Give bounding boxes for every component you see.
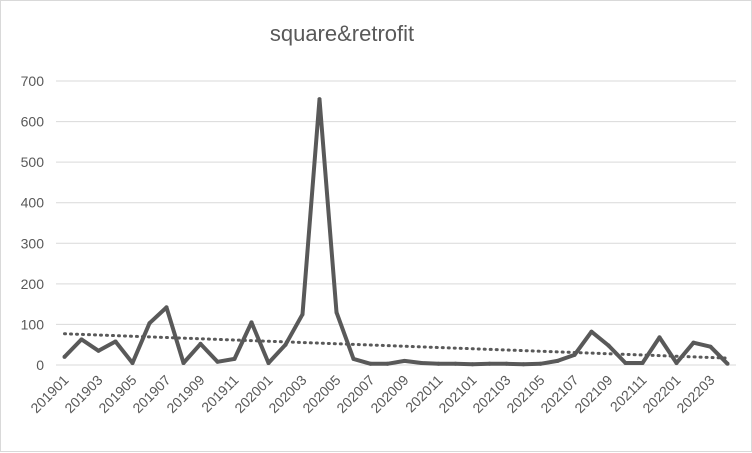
data-point (283, 342, 288, 347)
trendline (63, 332, 729, 360)
data-point (232, 356, 237, 361)
y-tick-label: 100 (21, 316, 45, 332)
data-point (113, 339, 118, 344)
data-point (725, 361, 730, 366)
data-point (436, 361, 441, 366)
data-point (589, 329, 594, 334)
data-point (453, 361, 458, 366)
data-point (572, 352, 577, 357)
y-tick-label: 600 (21, 114, 45, 130)
data-point (623, 360, 628, 365)
data-point (96, 348, 101, 353)
data-point (351, 356, 356, 361)
data-point (79, 337, 84, 342)
data-point (317, 97, 322, 102)
data-point (691, 340, 696, 345)
data-point (402, 358, 407, 363)
x-tick-label: 202009 (367, 372, 411, 416)
data-point (470, 362, 475, 367)
x-tick-label: 201909 (163, 372, 207, 416)
data-point (164, 305, 169, 310)
data-point (538, 361, 543, 366)
y-tick-label: 400 (21, 195, 45, 211)
data-point (419, 360, 424, 365)
data-point (708, 344, 713, 349)
x-tick-label: 202203 (673, 372, 717, 416)
data-point (334, 310, 339, 315)
data-point (130, 360, 135, 365)
y-tick-label: 200 (21, 276, 45, 292)
data-point (368, 361, 373, 366)
series-line (63, 97, 729, 367)
y-tick-label: 700 (21, 73, 45, 89)
data-point (215, 359, 220, 364)
chart-title: square&retrofit (269, 21, 415, 46)
data-point (385, 361, 390, 366)
x-tick-label: 202109 (571, 372, 615, 416)
y-tick-label: 500 (21, 154, 45, 170)
data-point (504, 361, 509, 366)
data-point (657, 335, 662, 340)
data-point (674, 360, 679, 365)
data-point (198, 341, 203, 346)
data-point (606, 343, 611, 348)
data-point (300, 312, 305, 317)
data-point (147, 321, 152, 326)
data-point (181, 360, 186, 365)
data-point (555, 358, 560, 363)
data-point (487, 361, 492, 366)
y-tick-label: 0 (36, 357, 44, 373)
data-point (249, 320, 254, 325)
data-point (62, 354, 67, 359)
data-point (640, 360, 645, 365)
data-point (521, 362, 526, 367)
data-point (266, 360, 271, 365)
y-tick-label: 300 (21, 235, 45, 251)
